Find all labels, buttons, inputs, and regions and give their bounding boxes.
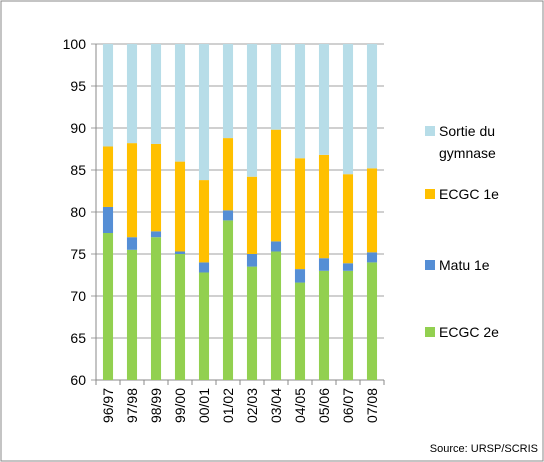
bar-segment xyxy=(222,44,234,139)
legend-swatch xyxy=(425,260,435,270)
bar-segment xyxy=(126,143,138,238)
bar-segment xyxy=(294,158,306,270)
x-tick-label: 97/98 xyxy=(124,388,140,423)
bar-segment xyxy=(198,262,210,273)
x-tick-label: 02/03 xyxy=(244,388,260,423)
legend-label: Matu 1e xyxy=(439,257,490,273)
legend-swatch xyxy=(425,126,435,136)
bar-segment xyxy=(366,44,378,169)
bar-segment xyxy=(102,44,114,147)
y-tick-label: 100 xyxy=(63,36,87,52)
bar-segment xyxy=(342,263,354,271)
bar-segment xyxy=(222,210,234,221)
y-tick-label: 80 xyxy=(70,204,86,220)
bar-segment xyxy=(270,44,282,130)
x-tick-label: 98/99 xyxy=(148,388,164,423)
bar-segment xyxy=(102,233,114,380)
bar-segment xyxy=(198,272,210,380)
bar-segment xyxy=(150,143,162,232)
bar-segment xyxy=(366,262,378,380)
bar-segment xyxy=(342,44,354,175)
bar-segment xyxy=(126,44,138,144)
source: Source: URSP/SCRIS xyxy=(430,443,538,455)
bar-segment xyxy=(174,254,186,380)
bar-segment xyxy=(342,270,354,380)
x-tick-label: 03/04 xyxy=(268,388,284,423)
legend-label: Sortie du gymnase xyxy=(439,123,496,161)
bar-segment xyxy=(126,237,138,250)
bar-segment xyxy=(318,44,330,155)
legend-label: ECGC 1e xyxy=(439,186,499,202)
legend-item: Sortie du gymnase xyxy=(425,120,537,164)
x-tick-label: 05/06 xyxy=(316,388,332,423)
bar-segment xyxy=(198,44,210,181)
bar-segment xyxy=(222,220,234,380)
x-tick-label: 04/05 xyxy=(292,388,308,423)
y-tick-label: 60 xyxy=(70,372,86,388)
legend-item: ECGC 2e xyxy=(425,321,537,343)
bar-segment xyxy=(150,44,162,144)
bar-segment xyxy=(246,254,258,267)
bar-segment xyxy=(318,258,330,271)
legend-item: ECGC 1e xyxy=(425,183,537,205)
bar-segment xyxy=(150,237,162,380)
x-tick-label: 00/01 xyxy=(196,388,212,423)
bar-segment xyxy=(270,241,282,252)
bar-segment xyxy=(150,231,162,238)
bar-segment xyxy=(198,180,210,263)
bar-segment xyxy=(246,266,258,380)
bar-segment xyxy=(126,249,138,380)
y-tick-label: 85 xyxy=(70,162,86,178)
legend-item: Matu 1e xyxy=(425,254,537,276)
x-tick-label: 06/07 xyxy=(340,388,356,423)
x-tick-label: 07/08 xyxy=(364,388,380,423)
bar-segment xyxy=(294,282,306,380)
bar-segment xyxy=(366,252,378,263)
bar-segment xyxy=(342,174,354,264)
y-tick-label: 70 xyxy=(70,288,86,304)
bar-segment xyxy=(174,161,186,252)
bar-segment xyxy=(174,44,186,162)
y-tick-label: 90 xyxy=(70,120,86,136)
y-tick-label: 75 xyxy=(70,246,86,262)
bar-segment xyxy=(270,251,282,380)
bar-segment xyxy=(102,206,114,233)
x-tick-label: 96/97 xyxy=(100,388,116,423)
bar-segment xyxy=(222,138,234,211)
y-tick-label: 65 xyxy=(70,330,86,346)
bar-segment xyxy=(246,176,258,254)
bar-segment xyxy=(294,44,306,159)
legend-swatch xyxy=(425,189,435,199)
legend-swatch xyxy=(425,327,435,337)
x-tick-label: 99/00 xyxy=(172,388,188,423)
legend-label: ECGC 2e xyxy=(439,324,499,340)
bar-segment xyxy=(318,270,330,380)
x-tick-label: 01/02 xyxy=(220,388,236,423)
bar-segment xyxy=(174,251,186,254)
bar-segment xyxy=(318,154,330,259)
bar-segment xyxy=(270,129,282,242)
bar-segment xyxy=(366,168,378,253)
bar-segment xyxy=(294,269,306,283)
bar-segment xyxy=(102,146,114,207)
y-tick-label: 95 xyxy=(70,78,86,94)
bar-segment xyxy=(246,44,258,177)
